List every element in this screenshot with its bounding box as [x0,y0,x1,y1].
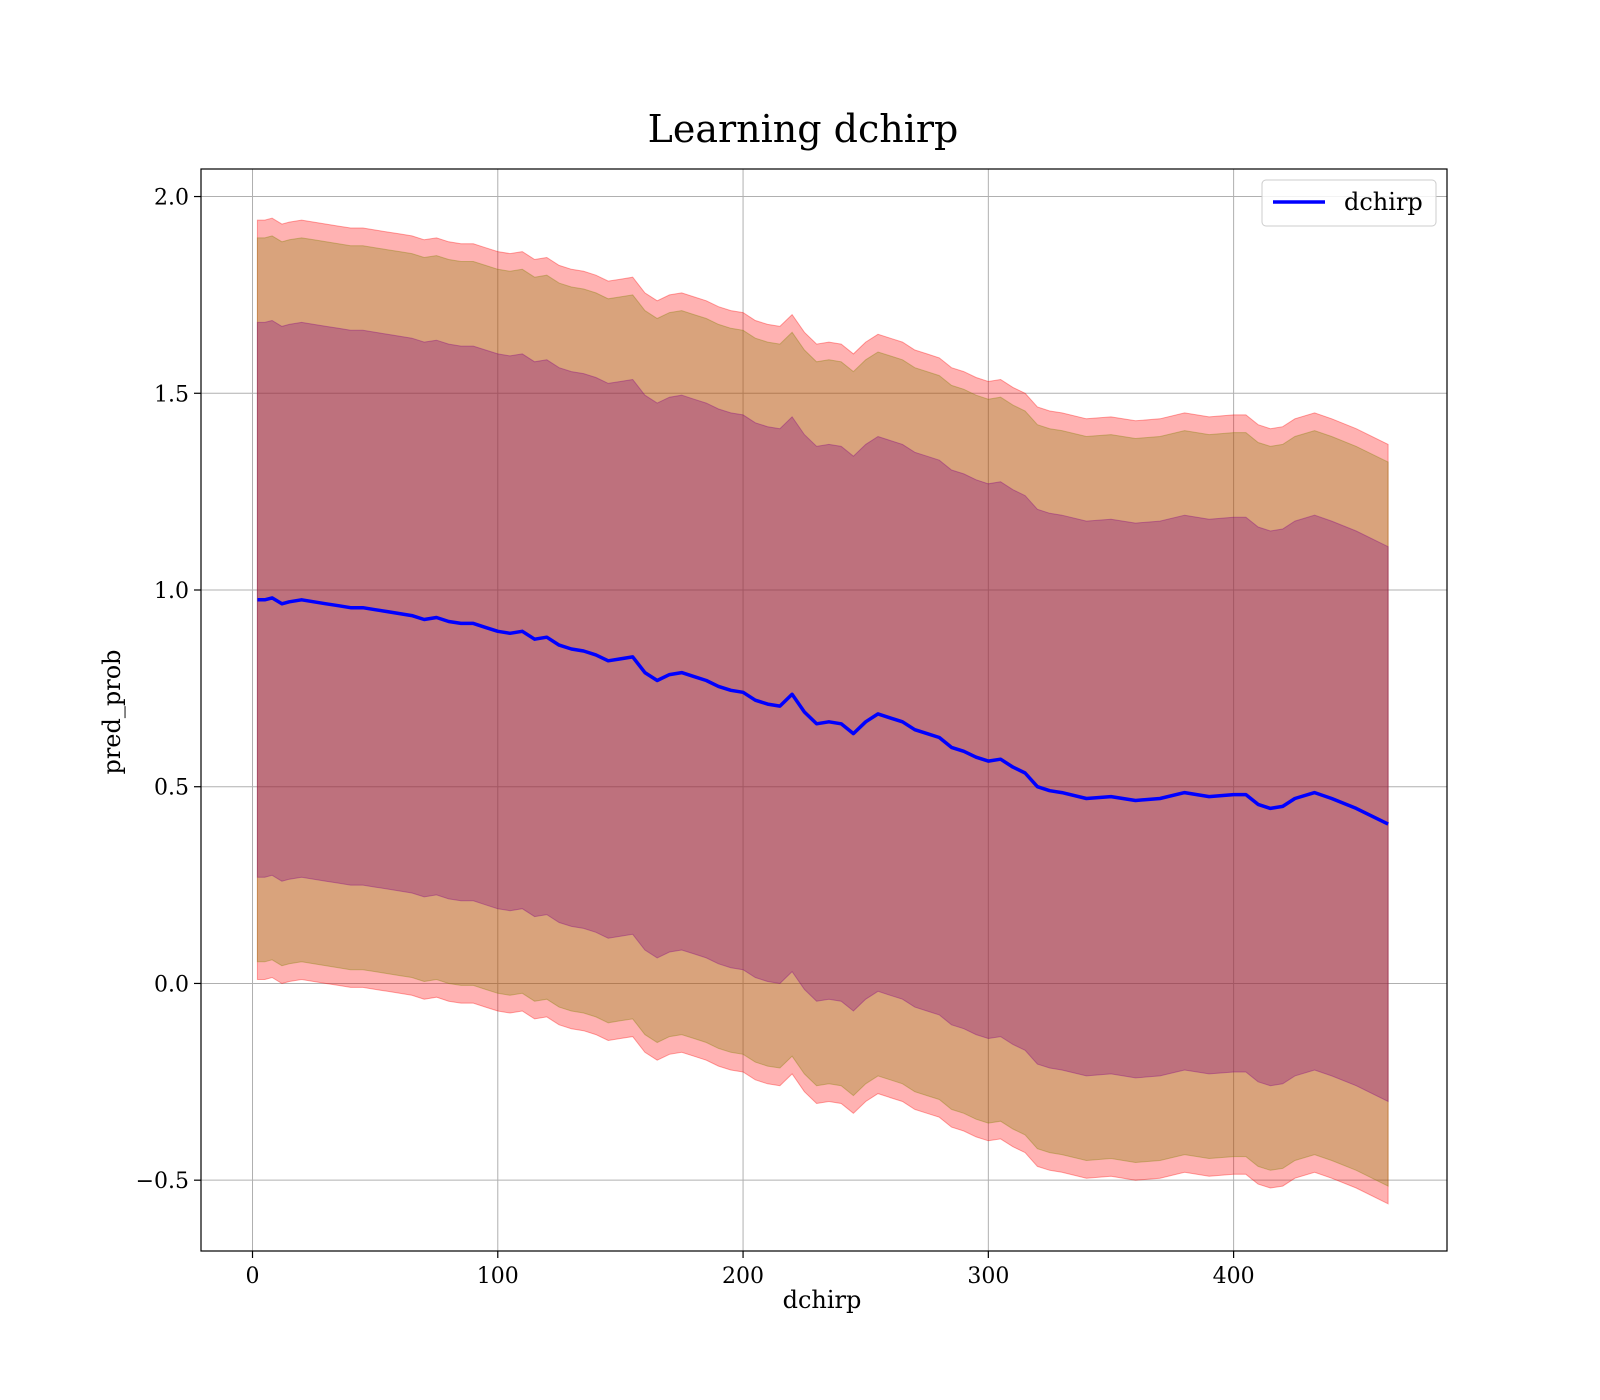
y-tick-label: 0.0 [154,972,189,997]
legend-label-dchirp: dchirp [1344,188,1423,216]
legend-box [1261,179,1437,227]
x-tick-label: 100 [477,1264,519,1289]
y-tick-label: 2.0 [154,186,189,211]
y-tick-label: 1.0 [154,579,189,604]
x-tick-label: 200 [722,1264,764,1289]
y-axis-label: pred_prob [98,649,126,774]
x-tick-label: 400 [1213,1264,1255,1289]
x-tick-label: 0 [246,1264,260,1289]
x-tick-label: 300 [967,1264,1009,1289]
y-tick-label: 0.5 [154,776,189,801]
band-outer [256,217,1389,1205]
y-tick-label: −0.5 [136,1169,189,1194]
legend: dchirp [1261,179,1437,227]
chart-title: Learning dchirp [648,107,959,151]
confidence-bands [256,217,1389,1205]
x-axis-label: dchirp [783,1286,862,1314]
plot-frame [200,168,1448,1252]
y-tick-label: 1.5 [154,382,189,407]
series-line-dchirp [257,596,1389,826]
plot-area: 0 100 200 300 400 −0.5 0.0 0.5 1.0 1.5 2.0 [136,168,1448,1289]
band-inner [256,319,1389,1103]
band-mid [256,235,1389,1187]
